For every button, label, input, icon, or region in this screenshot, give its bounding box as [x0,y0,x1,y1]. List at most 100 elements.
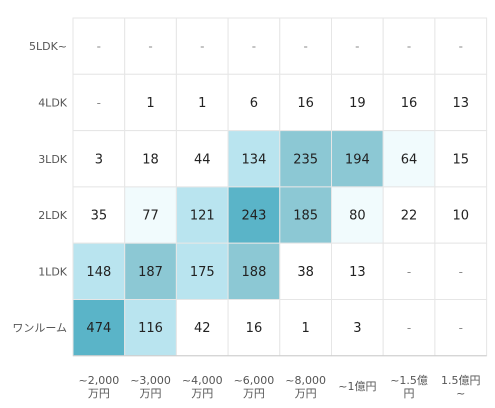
cell-value: 19 [349,96,366,111]
x-tick-label: 万円 [243,387,265,400]
y-tick-label: 4LDK [38,96,68,109]
heatmap-cell [227,73,281,132]
cell-value: - [355,40,359,54]
heatmap-cell [331,130,384,188]
cell-value: 1 [146,96,154,111]
x-tick-label: ~8,000 [285,374,326,387]
x-tick-label: ~3,000 [130,374,171,387]
cell-value: - [459,265,463,279]
cell-value: - [200,40,204,54]
cell-value: 42 [194,321,211,336]
cell-value: 243 [242,209,267,224]
cell-value: 22 [401,209,418,224]
heatmap-cell [331,17,384,75]
cell-value: 175 [190,265,215,280]
cell-value: - [407,321,411,335]
cell-value: - [303,40,307,54]
x-tick-label: 万円 [88,387,110,400]
cell-value: 185 [293,209,318,224]
cell-value: - [97,40,101,54]
y-tick-label: 1LDK [38,265,68,278]
heatmap-cell [331,299,384,357]
y-tick-label: 5LDK~ [29,40,67,53]
cell-value: 38 [297,265,314,280]
y-tick-label: 2LDK [38,209,68,222]
cell-value: - [407,40,411,54]
cell-value: 18 [142,152,159,167]
heatmap-cell [175,130,229,188]
heatmap-cell [382,186,436,244]
heatmap-cell [434,130,488,188]
heatmap-cell [72,130,126,188]
cell-value: 35 [91,209,108,224]
cell-value: 1 [302,321,310,336]
heatmap-cell [175,186,229,244]
y-tick-label: 3LDK [38,153,68,166]
heatmap-cell [72,17,126,75]
cell-value: 13 [452,96,469,111]
heatmap-cell [434,17,488,75]
heatmap-cell [124,130,177,188]
cell-value: - [148,40,152,54]
x-tick-label: 万円 [191,387,213,400]
heatmap-cell [279,299,332,357]
heatmap-cell [279,186,332,244]
x-tick-label: 円 [404,387,415,400]
cell-value: 16 [401,96,418,111]
cell-value: 134 [242,152,267,167]
heatmap-cell [124,17,177,75]
cell-value: - [97,96,101,110]
cell-value: 44 [194,152,211,167]
heatmap-cell [227,186,281,244]
x-tick-label: 万円 [295,387,317,400]
x-tick-label: ~ [456,387,465,400]
heatmap-cell [279,242,332,300]
heatmap-cell [72,186,126,244]
cell-value: 3 [95,152,103,167]
cell-value: 16 [297,96,314,111]
x-tick-label: ~2,000 [78,374,119,387]
cell-value: 474 [86,321,111,336]
cell-value: 77 [142,209,159,224]
cell-value: 235 [293,152,318,167]
heatmap-cell [331,73,384,132]
cell-value: 80 [349,209,366,224]
cell-value: 187 [138,265,163,280]
cell-value: 116 [138,321,163,336]
x-tick-label: 1.5億円 [441,374,481,387]
x-tick-label: 万円 [140,387,162,400]
cell-value: 16 [246,321,263,336]
cell-value: 13 [349,265,366,280]
cell-value: 64 [401,152,418,167]
x-tick-label: ~6,000 [234,374,275,387]
heatmap-cell [382,242,436,300]
cell-value: - [459,40,463,54]
heatmap-cell [434,242,488,300]
heatmap-cell [434,299,488,357]
cell-value: 1 [198,96,206,111]
heatmap-cell [227,130,281,188]
heatmap-cell [175,299,229,357]
cell-value: - [407,265,411,279]
x-tick-label: ~4,000 [182,374,223,387]
cell-value: - [459,321,463,335]
heatmap-cell [434,73,488,132]
cell-value: 10 [452,209,469,224]
heatmap-cell [382,299,436,357]
x-tick-label: ~1.5億 [390,374,428,387]
cell-value: 121 [190,209,215,224]
heatmap-cell [124,73,177,132]
heatmap-cell [279,130,332,188]
cell-value: - [252,40,256,54]
cell-value: 15 [452,152,469,167]
x-tick-label: ~1億円 [338,380,376,393]
cell-value: 6 [250,96,258,111]
cell-value: 188 [242,265,267,280]
y-tick-label: ワンルーム [12,322,67,335]
heatmap-cell [227,242,281,300]
heatmap-cell [382,130,436,188]
cell-value: 194 [345,152,370,167]
cell-value: 148 [86,265,111,280]
heatmap-cell [175,17,229,75]
